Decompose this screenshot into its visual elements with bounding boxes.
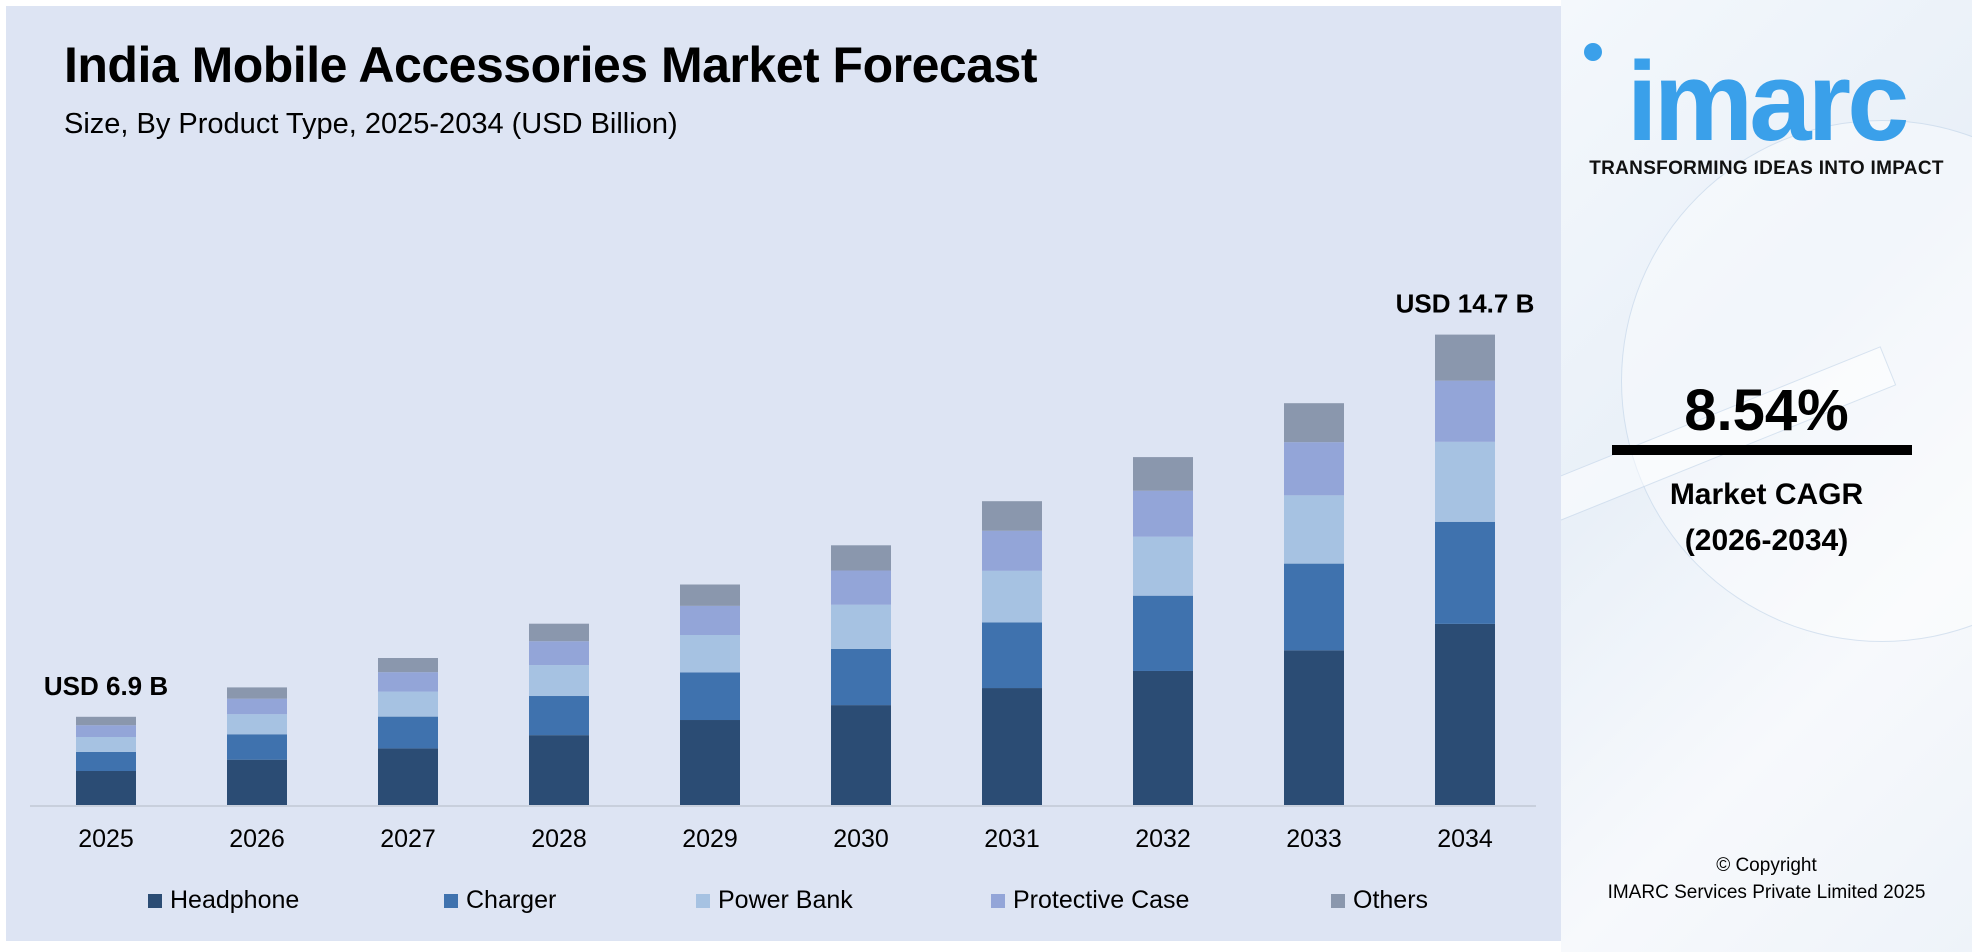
bar-segment-others bbox=[529, 623, 589, 642]
x-tick-label: 2031 bbox=[984, 825, 1040, 853]
x-tick-label: 2032 bbox=[1135, 825, 1191, 853]
legend-label: Others bbox=[1353, 886, 1429, 914]
bar-segment-protective-case bbox=[1435, 380, 1495, 442]
chart-subtitle: Size, By Product Type, 2025-2034 (USD Bi… bbox=[64, 108, 678, 140]
bar-segment-charger bbox=[1435, 521, 1495, 624]
bar-segment-others bbox=[227, 687, 287, 699]
legend-swatch bbox=[696, 893, 710, 908]
bar-segment-protective-case bbox=[529, 641, 589, 666]
x-tick-label: 2034 bbox=[1437, 825, 1493, 853]
chart-title: India Mobile Accessories Market Forecast bbox=[64, 37, 1037, 93]
bar-segment-charger bbox=[1284, 563, 1344, 651]
bar-segment-power-bank bbox=[378, 691, 438, 717]
imarc-logo: imarc bbox=[1584, 40, 1911, 150]
bar-segment-power-bank bbox=[680, 635, 740, 673]
bar-segment-power-bank bbox=[529, 665, 589, 697]
bar-segment-headphone bbox=[1284, 650, 1344, 805]
bar-segment-protective-case bbox=[831, 570, 891, 605]
legend-item-power-bank: Power Bank bbox=[696, 886, 853, 915]
bar-segment-power-bank bbox=[1133, 536, 1193, 596]
bar-segment-charger bbox=[529, 696, 589, 736]
cagr-divider bbox=[1612, 445, 1912, 455]
bar-segment-headphone bbox=[529, 735, 589, 805]
bar-segment-charger bbox=[680, 672, 740, 721]
legend-swatch bbox=[991, 893, 1005, 908]
legend: Headphone Charger Power Bank Protective Cas… bbox=[6, 886, 1561, 920]
bar-segment-power-bank bbox=[1435, 441, 1495, 522]
bar-segment-power-bank bbox=[831, 604, 891, 649]
bar-segment-headphone bbox=[982, 688, 1042, 805]
cagr-value: 8.54% bbox=[1684, 378, 1849, 443]
legend-label: Charger bbox=[466, 886, 557, 914]
copyright-owner: IMARC Services Private Limited 2025 bbox=[1607, 882, 1926, 903]
cagr-label: Market CAGR bbox=[1669, 478, 1864, 511]
legend-label: Protective Case bbox=[1013, 886, 1190, 914]
x-tick-label: 2033 bbox=[1286, 825, 1342, 853]
legend-label: Headphone bbox=[170, 886, 300, 914]
bar-segment-protective-case bbox=[378, 672, 438, 692]
x-tick-label: 2030 bbox=[833, 825, 889, 853]
data-label-total: USD 6.9 B bbox=[44, 671, 168, 701]
bar-segment-headphone bbox=[1435, 623, 1495, 805]
bar-segment-headphone bbox=[378, 748, 438, 805]
bar-segment-power-bank bbox=[982, 570, 1042, 623]
bar-segment-power-bank bbox=[76, 736, 136, 752]
legend-item-headphone: Headphone bbox=[148, 886, 299, 915]
cagr-period: (2026-2034) bbox=[1684, 524, 1849, 557]
bar-segment-others bbox=[1435, 334, 1495, 381]
legend-item-others: Others bbox=[1331, 886, 1428, 915]
bar-segment-protective-case bbox=[227, 698, 287, 715]
bar-segment-headphone bbox=[76, 770, 136, 805]
brand-tagline: TRANSFORMING IDEAS INTO IMPACT bbox=[1589, 158, 1944, 179]
bar-segment-headphone bbox=[227, 759, 287, 805]
chart-panel: India Mobile Accessories Market Forecast… bbox=[6, 6, 1561, 941]
legend-item-protective-case: Protective Case bbox=[991, 886, 1189, 915]
stacked-bar-chart: 2025 USD 6.9 B 2026 2027 2028 2029 2030 2031 203… bbox=[30, 289, 1536, 853]
bar-segment-protective-case bbox=[1133, 490, 1193, 537]
bar-segment-others bbox=[1133, 457, 1193, 491]
bar-segment-charger bbox=[982, 622, 1042, 689]
copyright-line: © Copyright bbox=[1716, 855, 1817, 876]
legend-swatch bbox=[148, 893, 162, 908]
bar-segment-protective-case bbox=[680, 605, 740, 636]
x-tick-label: 2029 bbox=[682, 825, 738, 853]
bar-segment-others bbox=[680, 584, 740, 606]
data-label-total: USD 14.7 B bbox=[1396, 289, 1535, 319]
bar-segment-protective-case bbox=[1284, 442, 1344, 496]
legend-item-charger: Charger bbox=[444, 886, 556, 915]
bar-segment-headphone bbox=[1133, 670, 1193, 805]
bar-segment-headphone bbox=[680, 720, 740, 805]
bar-segment-headphone bbox=[831, 705, 891, 805]
bar-segment-others bbox=[1284, 403, 1344, 443]
x-tick-label: 2025 bbox=[78, 825, 134, 853]
legend-swatch bbox=[444, 893, 458, 908]
bar-segment-others bbox=[831, 545, 891, 571]
brand-panel: imarc TRANSFORMING IDEAS INTO IMPACT 8.5… bbox=[1561, 0, 1972, 952]
bar-segment-power-bank bbox=[1284, 495, 1344, 564]
x-tick-label: 2027 bbox=[380, 825, 436, 853]
bar-segment-others bbox=[76, 716, 136, 726]
bar-segment-charger bbox=[1133, 595, 1193, 671]
bar-segment-protective-case bbox=[76, 725, 136, 737]
bar-segment-charger bbox=[76, 751, 136, 771]
x-tick-label: 2026 bbox=[229, 825, 285, 853]
bar-segment-power-bank bbox=[227, 714, 287, 735]
bar-segment-protective-case bbox=[982, 530, 1042, 571]
bar-segment-others bbox=[982, 501, 1042, 531]
bar-segment-charger bbox=[378, 716, 438, 749]
legend-swatch bbox=[1331, 893, 1345, 908]
bar-segment-others bbox=[378, 658, 438, 673]
bar-segment-charger bbox=[831, 648, 891, 706]
x-tick-label: 2028 bbox=[531, 825, 587, 853]
svg-text:imarc: imarc bbox=[1627, 40, 1908, 150]
bar-segment-charger bbox=[227, 734, 287, 760]
legend-label: Power Bank bbox=[718, 886, 853, 914]
